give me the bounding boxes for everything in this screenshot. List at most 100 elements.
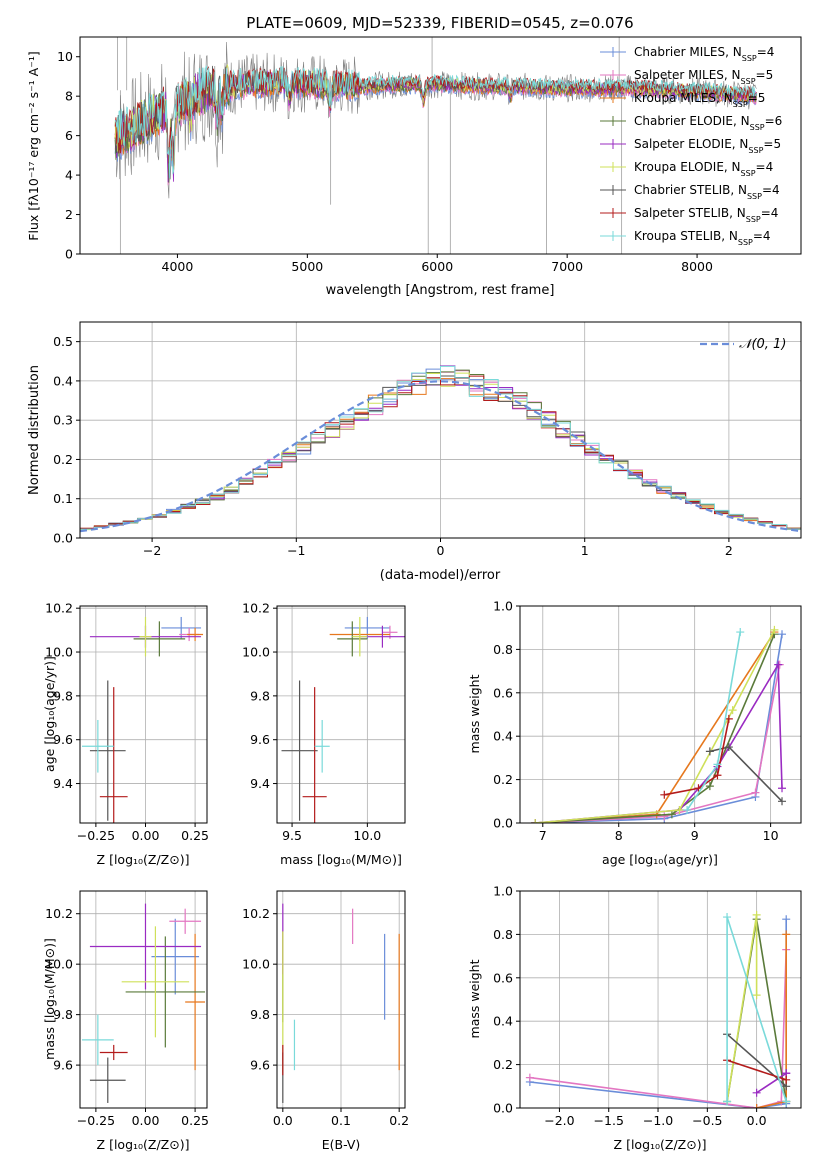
weight-line bbox=[535, 634, 783, 823]
y-tick-label: 10.2 bbox=[45, 906, 73, 921]
y-tick-label: 0.2 bbox=[493, 772, 513, 787]
y-axis-label: mass weight bbox=[467, 674, 482, 753]
y-tick-label: 9.8 bbox=[53, 688, 73, 703]
histogram-step bbox=[80, 375, 801, 529]
axes-frame bbox=[519, 890, 802, 1109]
axes-frame bbox=[79, 890, 208, 1109]
y-axis-label: mass [log₁₀(M/M⊙)] bbox=[42, 938, 57, 1060]
gridlines bbox=[277, 606, 405, 823]
gridlines bbox=[520, 605, 801, 824]
weight-point bbox=[525, 1073, 534, 1082]
weight-point bbox=[705, 747, 714, 756]
legend-label: Kroupa MILES, NSSP=5 bbox=[634, 91, 765, 109]
legend-label: Kroupa STELIB, NSSP=4 bbox=[634, 229, 771, 247]
y-tick-label: 10.2 bbox=[45, 601, 73, 616]
x-tick-label: −0.5 bbox=[692, 1113, 722, 1128]
x-tick-label: −2.0 bbox=[544, 1113, 574, 1128]
weight-point bbox=[770, 625, 779, 634]
y-tick-label: 9.4 bbox=[53, 776, 73, 791]
weight-point bbox=[683, 805, 692, 814]
x-tick-label: 0.00 bbox=[132, 1113, 160, 1128]
y-tick-label: 0.0 bbox=[493, 816, 513, 831]
y-tick-label: 10.2 bbox=[242, 906, 270, 921]
histogram-axes: −2 −1 0 1 2 0.0 0.1 0.2 0.3 0.4 0.5 bbox=[53, 321, 802, 558]
weight-line bbox=[709, 746, 783, 802]
y-tick-label: 10.0 bbox=[242, 645, 270, 660]
gridlines bbox=[80, 606, 207, 823]
weight-point bbox=[774, 660, 783, 669]
y-tick-label: 0.4 bbox=[493, 729, 513, 744]
y-tick-label: 4 bbox=[65, 168, 73, 183]
y-tick-label: 6 bbox=[65, 128, 73, 143]
legend-label: Chabrier STELIB, NSSP=4 bbox=[634, 183, 780, 201]
y-tick-label: 9.6 bbox=[53, 732, 73, 747]
legend-label: Salpeter ELODIE, NSSP=5 bbox=[634, 137, 781, 155]
weight-point bbox=[705, 782, 714, 791]
x-tick-label: 0.25 bbox=[181, 828, 209, 843]
y-tick-label: 0.6 bbox=[493, 970, 513, 985]
weight-line bbox=[664, 718, 730, 796]
y-tick-label: 0 bbox=[65, 247, 73, 262]
y-tick-label: 10.0 bbox=[45, 645, 73, 660]
y-axis-label: age [log₁₀(age/yr)] bbox=[42, 656, 57, 772]
weight-point bbox=[728, 706, 737, 715]
x-tick-label: 8000 bbox=[681, 259, 713, 274]
y-tick-label: 9.6 bbox=[53, 1058, 73, 1073]
x-tick-label: −2 bbox=[143, 543, 161, 558]
y-axis-label: Flux [fλ10⁻¹⁷ erg cm⁻² s⁻¹ A⁻¹] bbox=[26, 51, 41, 240]
y-tick-label: 10.0 bbox=[45, 957, 73, 972]
legend-label: Kroupa ELODIE, NSSP=4 bbox=[634, 160, 773, 178]
y-tick-label: 0.2 bbox=[53, 452, 73, 467]
gridlines bbox=[277, 891, 405, 1108]
x-tick-label: 5000 bbox=[291, 259, 323, 274]
weight-point bbox=[736, 628, 745, 637]
weight-point bbox=[660, 790, 669, 799]
weight-point bbox=[782, 930, 791, 939]
weight-point bbox=[751, 788, 760, 797]
y-tick-label: 0.0 bbox=[493, 1101, 513, 1116]
y-axis-label: Normed distribution bbox=[27, 365, 42, 495]
y-tick-label: 10 bbox=[57, 49, 73, 64]
plot-area bbox=[282, 903, 400, 1103]
weight-line bbox=[535, 629, 776, 823]
legend-label: Chabrier ELODIE, NSSP=6 bbox=[634, 114, 782, 132]
x-tick-label: 7 bbox=[539, 828, 547, 843]
gridlines bbox=[520, 890, 801, 1109]
x-tick-label: 0.2 bbox=[389, 1113, 409, 1128]
weight-point bbox=[752, 1104, 761, 1108]
model-fit-line bbox=[114, 65, 757, 179]
x-tick-label: 0.25 bbox=[181, 1113, 209, 1128]
weight-line bbox=[535, 631, 776, 823]
x-tick-label: 4000 bbox=[162, 259, 194, 274]
axes-frame bbox=[79, 321, 802, 539]
weight-point bbox=[752, 1088, 761, 1097]
axes-frame bbox=[276, 605, 406, 824]
plot-area bbox=[114, 37, 757, 254]
x-axis-label: age [log₁₀(age/yr)] bbox=[602, 852, 718, 867]
weight-line bbox=[726, 1059, 787, 1081]
x-tick-label: 10.0 bbox=[353, 828, 381, 843]
errorbar-axes-6: 0.0 0.1 0.2 9.6 9.8 10.0 10.2 bbox=[242, 890, 409, 1128]
y-tick-label: 9.4 bbox=[250, 776, 270, 791]
legend: Chabrier MILES, NSSP=4 Salpeter MILES, NS… bbox=[600, 45, 782, 247]
x-tick-label: 0.00 bbox=[132, 828, 160, 843]
plot-area bbox=[531, 625, 787, 823]
y-tick-label: 0.6 bbox=[493, 685, 513, 700]
x-tick-label: −1.5 bbox=[594, 1113, 624, 1128]
x-tick-label: −1.0 bbox=[643, 1113, 673, 1128]
axes-frame bbox=[79, 36, 802, 255]
y-tick-label: 9.8 bbox=[53, 1007, 73, 1022]
x-tick-label: −1 bbox=[287, 543, 305, 558]
weight-point bbox=[723, 1097, 732, 1106]
weight-point bbox=[713, 771, 722, 780]
y-tick-label: 2 bbox=[65, 207, 73, 222]
axes-frame bbox=[79, 605, 208, 824]
legend-label: Salpeter STELIB, NSSP=4 bbox=[634, 206, 778, 224]
plot-area bbox=[281, 616, 405, 823]
weight-line bbox=[535, 633, 776, 823]
legend-label: 𝒩(0, 1) bbox=[739, 337, 786, 352]
weight-line bbox=[726, 1033, 787, 1087]
x-tick-label: 2 bbox=[725, 543, 733, 558]
plot-area bbox=[525, 910, 791, 1108]
normal-curve bbox=[80, 380, 801, 533]
